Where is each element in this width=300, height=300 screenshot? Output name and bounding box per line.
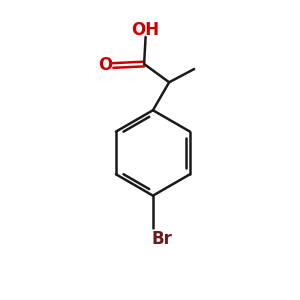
Text: O: O	[98, 56, 112, 74]
Text: OH: OH	[131, 21, 160, 39]
Text: Br: Br	[152, 230, 173, 248]
